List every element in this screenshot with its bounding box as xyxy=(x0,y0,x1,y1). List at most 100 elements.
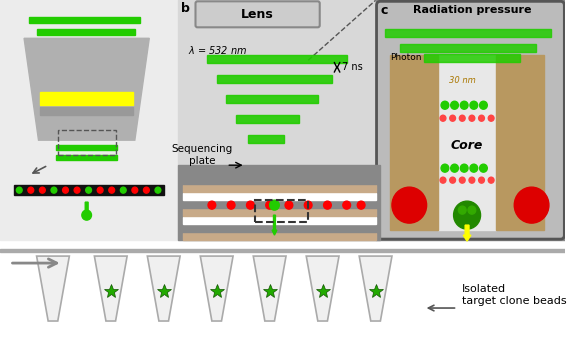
Circle shape xyxy=(82,210,92,220)
Circle shape xyxy=(285,201,293,209)
Circle shape xyxy=(51,187,57,193)
Bar xyxy=(217,75,332,83)
Bar xyxy=(36,29,135,35)
Circle shape xyxy=(480,164,487,172)
Polygon shape xyxy=(200,256,233,321)
Bar xyxy=(183,209,376,216)
Circle shape xyxy=(155,187,161,193)
Polygon shape xyxy=(359,256,392,321)
Bar xyxy=(248,135,284,143)
Circle shape xyxy=(468,206,475,214)
Text: b: b xyxy=(181,2,190,15)
Polygon shape xyxy=(306,256,339,321)
Circle shape xyxy=(488,115,494,121)
Bar xyxy=(0,0,178,240)
Polygon shape xyxy=(147,256,180,321)
Bar xyxy=(183,185,376,192)
Circle shape xyxy=(440,115,446,121)
Bar xyxy=(183,225,376,232)
Circle shape xyxy=(323,201,331,209)
Polygon shape xyxy=(24,38,149,140)
FancyBboxPatch shape xyxy=(195,1,320,27)
Circle shape xyxy=(441,101,449,109)
Circle shape xyxy=(460,101,468,109)
Circle shape xyxy=(63,187,68,193)
Circle shape xyxy=(86,187,92,193)
Circle shape xyxy=(208,201,215,209)
Circle shape xyxy=(132,187,138,193)
Bar xyxy=(0,249,565,252)
Circle shape xyxy=(269,200,279,210)
Circle shape xyxy=(470,164,478,172)
Circle shape xyxy=(440,177,446,183)
Circle shape xyxy=(143,187,149,193)
Circle shape xyxy=(304,201,312,209)
Bar xyxy=(390,55,438,230)
Bar xyxy=(41,92,133,105)
Bar xyxy=(385,29,551,37)
Polygon shape xyxy=(36,256,69,321)
Circle shape xyxy=(120,187,126,193)
Bar xyxy=(236,115,299,123)
Text: Isolated
target clone beads: Isolated target clone beads xyxy=(462,284,567,306)
Bar xyxy=(376,0,565,240)
Circle shape xyxy=(451,101,458,109)
Text: Radiation pressure: Radiation pressure xyxy=(413,5,531,15)
Bar xyxy=(178,0,380,240)
Bar xyxy=(58,130,116,155)
Bar xyxy=(438,55,496,230)
Bar xyxy=(29,17,140,23)
Circle shape xyxy=(227,201,235,209)
Bar xyxy=(400,44,537,52)
Bar xyxy=(183,177,376,184)
Bar xyxy=(255,200,308,222)
Circle shape xyxy=(458,206,466,214)
Circle shape xyxy=(97,187,103,193)
Circle shape xyxy=(460,177,465,183)
Bar xyxy=(183,217,376,224)
Circle shape xyxy=(392,187,427,223)
Bar xyxy=(15,185,164,195)
Bar xyxy=(178,165,380,240)
Circle shape xyxy=(109,187,114,193)
Circle shape xyxy=(469,115,475,121)
Bar xyxy=(183,201,376,208)
Circle shape xyxy=(514,187,549,223)
FancyArrow shape xyxy=(84,202,90,216)
Circle shape xyxy=(488,177,494,183)
Circle shape xyxy=(28,187,33,193)
Text: Sequencing
plate: Sequencing plate xyxy=(171,144,233,166)
Bar xyxy=(424,54,520,62)
Circle shape xyxy=(343,201,350,209)
Text: Lens: Lens xyxy=(241,8,274,21)
Circle shape xyxy=(460,115,465,121)
Text: Core: Core xyxy=(451,139,483,152)
Circle shape xyxy=(469,177,475,183)
Circle shape xyxy=(470,101,478,109)
Circle shape xyxy=(478,177,484,183)
Bar xyxy=(207,55,347,63)
Text: 30 nm: 30 nm xyxy=(449,76,475,85)
Circle shape xyxy=(16,187,22,193)
Bar xyxy=(41,107,133,115)
Bar xyxy=(56,155,117,160)
Circle shape xyxy=(357,201,365,209)
Circle shape xyxy=(480,101,487,109)
Bar xyxy=(496,55,544,230)
Text: Photon: Photon xyxy=(390,53,421,62)
Circle shape xyxy=(266,201,274,209)
FancyBboxPatch shape xyxy=(376,1,564,239)
Circle shape xyxy=(478,115,484,121)
Circle shape xyxy=(460,164,468,172)
Circle shape xyxy=(74,187,80,193)
FancyArrow shape xyxy=(272,215,277,235)
Bar xyxy=(183,233,376,240)
Circle shape xyxy=(451,164,458,172)
Circle shape xyxy=(454,201,481,229)
Text: 7 ns: 7 ns xyxy=(342,62,363,72)
Bar xyxy=(56,145,117,150)
FancyArrow shape xyxy=(463,225,471,241)
Circle shape xyxy=(39,187,45,193)
Circle shape xyxy=(450,115,456,121)
Circle shape xyxy=(247,201,254,209)
